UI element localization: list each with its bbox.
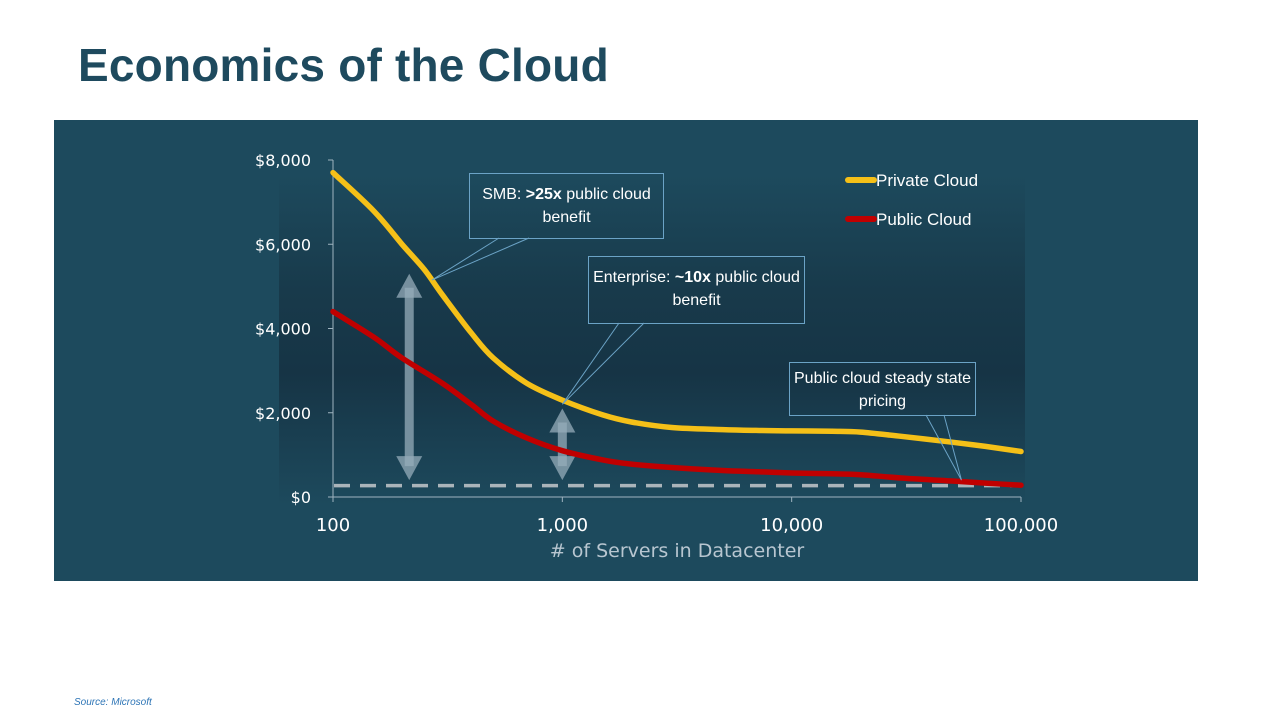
x-tick-label: 100,000 — [984, 515, 1058, 536]
public-cloud-series-line — [330, 308, 1024, 488]
x-axis-label: # of Servers in Datacenter — [550, 540, 805, 562]
source-note: Source: Microsoft — [74, 697, 152, 708]
y-tick-label: $8,000 — [255, 151, 311, 170]
y-tick-label: $2,000 — [255, 404, 311, 423]
x-tick-label: 10,000 — [760, 515, 823, 536]
enterprise-callout-bold: ~10x — [674, 269, 711, 286]
benefit-arrow-head-up — [396, 273, 423, 298]
chart-panel: $0 $2,000 $4,000 $6,000 $8,000 100 1,000 10,000… — [54, 120, 1198, 581]
y-tick-label: $0 — [291, 488, 311, 507]
benefit-arrow-head-down — [396, 456, 423, 481]
public-pricing-callout-text: Public cloud steady state pricing — [794, 370, 971, 410]
enterprise-callout-suffix: public cloud benefit — [672, 269, 800, 309]
enterprise-callout: Enterprise: ~10x public cloud benefit — [588, 256, 805, 324]
x-tick-label: 100 — [316, 515, 350, 536]
benefit-arrow-head-down — [549, 456, 576, 481]
legend-label-public-cloud: Public Cloud — [876, 210, 971, 229]
benefit-arrow-head-up — [549, 408, 576, 433]
legend-label-private-cloud: Private Cloud — [876, 171, 978, 190]
public-pricing-callout: Public cloud steady state pricing — [789, 362, 976, 416]
plot-area-background — [279, 175, 1025, 505]
enterprise-callout-leader — [561, 322, 645, 405]
smb-callout-prefix: SMB: — [482, 186, 526, 203]
smb-callout-leader — [431, 237, 530, 281]
page-title: Economics of the Cloud — [78, 39, 609, 91]
chart: $0 $2,000 $4,000 $6,000 $8,000 100 1,000 10,000… — [255, 151, 1058, 562]
private-cloud-series-line — [330, 169, 1024, 455]
y-tick-label: $6,000 — [255, 235, 311, 254]
y-tick-label: $4,000 — [255, 320, 311, 339]
public-pricing-callout-leader — [925, 414, 962, 481]
enterprise-callout-prefix: Enterprise: — [593, 269, 675, 286]
smb-callout-bold: >25x — [525, 186, 562, 203]
smb-callout: SMB: >25x public cloud benefit — [469, 173, 664, 239]
x-tick-label: 1,000 — [537, 515, 589, 536]
smb-callout-suffix: public cloud benefit — [542, 186, 651, 226]
